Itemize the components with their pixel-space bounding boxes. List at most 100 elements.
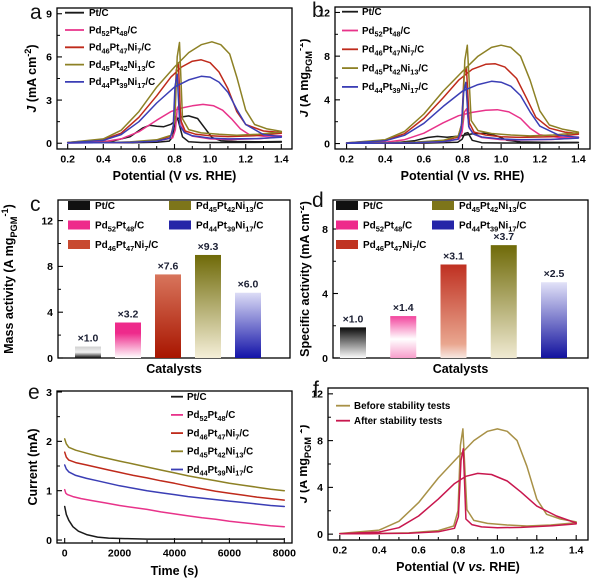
chart-e-chronoamperometry: 0 2000 4000 6000 8000 0 1 2 3 Time (s) Current (mA…: [26, 387, 297, 578]
legend-label: Pd52Pt48/C: [89, 25, 137, 38]
x-tick-label: 0.4: [378, 154, 393, 166]
bar-value-label: ×6.0: [238, 279, 259, 291]
chart-f-stability-cv: 0.2 0.4 0.6 0.8 1.0 1.2 1.4 0 4 8 12 Potential (V v…: [300, 387, 589, 574]
series-line-4: [63, 464, 286, 508]
panel-letter-c: c: [30, 193, 41, 216]
y-axis-label: Current (mA): [26, 428, 40, 505]
series-line-3: [63, 438, 286, 492]
y-tick-label: 0: [324, 138, 330, 150]
bar-value-label: ×1.0: [343, 313, 364, 325]
x-tick-label: 1.0: [203, 154, 218, 166]
legend-label: Pd44Pt39Ni17/C: [362, 82, 428, 95]
x-tick-label: 1.4: [571, 154, 586, 166]
legend-swatch: [169, 220, 191, 230]
panel-a: a 0.2 0.4 0.6 0.8 1.0 1.2 1.4 0 3 6 9 Potential (V …: [0, 0, 300, 190]
bar-value-label: ×3.1: [443, 250, 464, 262]
panel-letter-a: a: [30, 1, 42, 24]
y-tick-label: 3: [46, 387, 52, 399]
x-tick-label: 1.2: [532, 154, 547, 166]
legend-label: Pd46Pt47Ni7/C: [363, 240, 426, 253]
panel-letter-f: f: [313, 378, 319, 401]
y-tick-label: 12: [41, 215, 53, 227]
legend-swatch: [336, 201, 358, 210]
bar-4: [541, 282, 567, 358]
bar-value-label: ×1.4: [393, 302, 414, 314]
legend-label: Pd52Pt48/C: [95, 221, 144, 234]
panel-letter-e: e: [28, 381, 40, 404]
series-line-4: [66, 73, 283, 144]
legend-label: Pd46Pt47Ni7/C: [362, 45, 424, 58]
y-tick-label: 0: [317, 529, 323, 541]
panel-f: f 0.2 0.4 0.6 0.8 1.0 1.2 1.4 0 4 8 12 Potential (V…: [300, 378, 600, 583]
series-line-4: [345, 80, 580, 144]
y-tick-label: 8: [317, 435, 323, 447]
y-tick-label: 9: [46, 9, 52, 21]
panel-b: b 0.2 0.4 0.6 0.8 1.0 1.2 1.4 0 4 8 12 Potential (V…: [300, 0, 600, 190]
legend-label: Pd45Pt42Ni13/C: [362, 63, 428, 76]
y-tick-label: 8: [324, 51, 330, 63]
legend-swatch: [336, 220, 358, 230]
bar-value-label: ×9.3: [198, 241, 219, 253]
y-tick-label: 4: [317, 482, 323, 494]
x-tick-label: 0.8: [167, 154, 182, 166]
x-tick-label: 0.2: [339, 154, 354, 166]
x-axis-label: Catalysts: [146, 362, 202, 376]
series-line-2: [63, 451, 286, 501]
legend-swatch: [169, 201, 191, 210]
legend-label: Pt/C: [363, 201, 383, 212]
panel-c: c 0 4 8 12 Catalysts Mass activity (A mgPGM-1…: [0, 190, 300, 378]
bar-value-label: ×3.2: [118, 309, 139, 321]
x-tick-label: 1.0: [490, 545, 505, 557]
series-line-1: [63, 488, 286, 528]
legend-label: Pd45Pt42Ni13/C: [89, 60, 155, 73]
legend-label: Pd45Pt42Ni13/C: [196, 201, 263, 214]
panel-letter-d: d: [312, 189, 324, 212]
legend-label: Pt/C: [362, 7, 382, 18]
legend-label: Pd44Pt39Ni17/C: [89, 77, 155, 90]
x-tick-label: 8000: [273, 548, 297, 560]
y-tick-label: 4: [47, 307, 53, 319]
series-line-1: [66, 103, 283, 144]
bar-2: [440, 264, 467, 358]
bar-3: [490, 245, 517, 358]
x-tick-label: 6000: [218, 548, 242, 560]
legend-swatch: [68, 240, 90, 249]
y-axis-label: J (mA cm-2): [23, 44, 39, 112]
legend-label: Pd46Pt47Ni7/C: [95, 240, 158, 253]
y-tick-label: 8: [47, 261, 53, 273]
legend-label: Pt/C: [89, 8, 109, 19]
legend-label: Pd44Pt39Ni17/C: [187, 465, 253, 478]
y-tick-label: 0: [46, 138, 52, 150]
bar-1: [390, 316, 417, 358]
legend-label: Pd44Pt39Ni17/C: [459, 221, 526, 234]
x-tick-label: 0.6: [132, 154, 147, 166]
panel-letter-b: b: [312, 0, 324, 22]
legend-label: Pd52Pt48/C: [363, 221, 412, 234]
series-line-3: [345, 44, 580, 144]
series-line-1: [339, 448, 577, 535]
chart-a-cv-geometric-current: 0.2 0.4 0.6 0.8 1.0 1.2 1.4 0 3 6 9 Potential (V vs…: [23, 7, 293, 183]
bar-2: [155, 274, 181, 358]
series-line-3: [66, 41, 283, 144]
x-tick-label: 1.2: [529, 545, 544, 557]
x-tick-label: 0.6: [411, 545, 426, 557]
legend-label: Pt/C: [95, 201, 115, 212]
x-tick-label: 0.4: [96, 154, 111, 166]
legend-label: Before stability tests: [354, 401, 451, 412]
chart-c-mass-activity-bars: 0 4 8 12 Catalysts Mass activity (A mgPGM-1) ×…: [0, 199, 291, 376]
x-axis-label: Potential (V vs. RHE): [113, 169, 237, 183]
legend-swatch: [68, 220, 90, 230]
x-axis-label: Time (s): [151, 564, 199, 578]
panel-d: d 0 4 8 Catalysts Specific activity (mA cm-2…: [300, 190, 600, 378]
y-tick-label: 1: [46, 485, 52, 497]
legend-label: Pd52Pt48/C: [187, 410, 235, 423]
bar-1: [115, 322, 141, 358]
x-axis-label: Catalysts: [433, 362, 489, 376]
chart-d-specific-activity-bars: 0 4 8 Catalysts Specific activity (mA cm-2) ×…: [300, 199, 589, 376]
legend-label: After stability tests: [354, 416, 443, 427]
y-tick-label: 12: [318, 7, 330, 19]
bar-0: [75, 346, 101, 358]
y-tick-label: 4: [324, 95, 330, 107]
y-tick-label: 12: [311, 389, 323, 401]
